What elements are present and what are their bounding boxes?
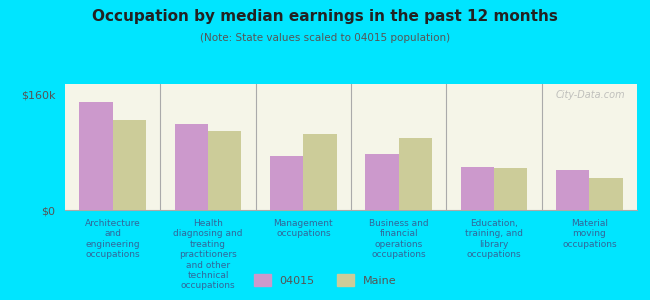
Bar — [590, 178, 623, 210]
Bar — [461, 167, 494, 210]
Bar — [494, 168, 527, 210]
Bar — [270, 156, 304, 210]
Bar — [304, 134, 337, 210]
Bar — [79, 102, 112, 210]
Text: City-Data.com: City-Data.com — [556, 90, 625, 100]
Bar — [175, 124, 208, 210]
Legend: 04015, Maine: 04015, Maine — [248, 269, 402, 291]
Bar — [208, 131, 241, 210]
Bar — [556, 170, 590, 210]
Bar — [112, 120, 146, 210]
Text: Occupation by median earnings in the past 12 months: Occupation by median earnings in the pas… — [92, 9, 558, 24]
Bar — [398, 138, 432, 210]
Text: (Note: State values scaled to 04015 population): (Note: State values scaled to 04015 popu… — [200, 33, 450, 43]
Bar — [365, 154, 398, 210]
